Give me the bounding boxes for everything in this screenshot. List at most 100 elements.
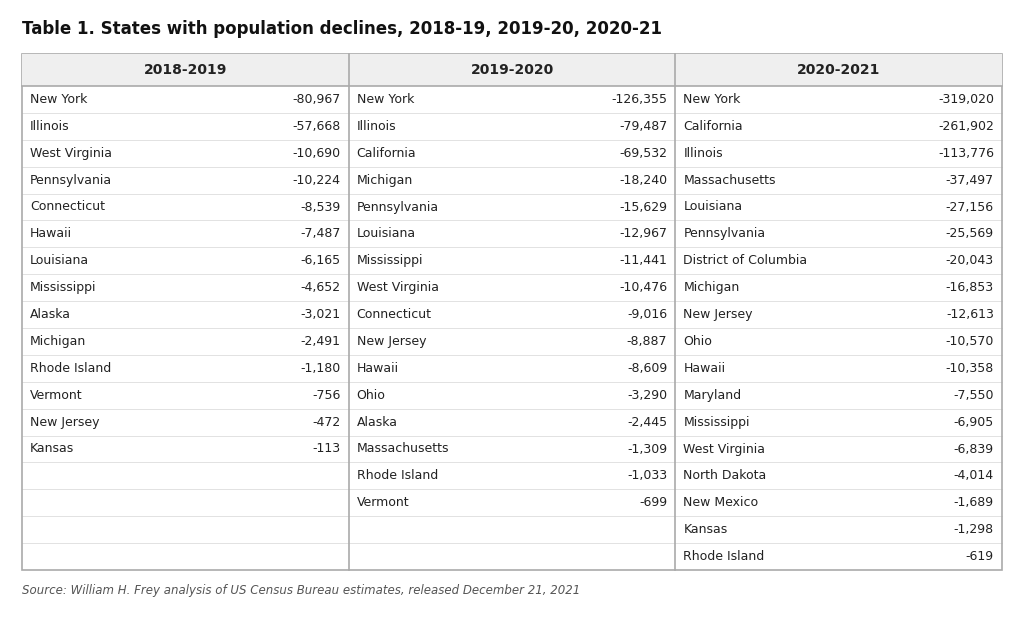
Text: -113: -113 (312, 442, 341, 455)
Text: -2,445: -2,445 (628, 415, 668, 429)
Text: New Jersey: New Jersey (683, 308, 753, 321)
Text: -7,550: -7,550 (953, 389, 994, 402)
Text: Rhode Island: Rhode Island (356, 470, 438, 483)
Text: Michigan: Michigan (683, 281, 739, 294)
Text: -27,156: -27,156 (946, 200, 994, 213)
Text: Pennsylvania: Pennsylvania (356, 200, 439, 213)
Text: -1,180: -1,180 (300, 362, 341, 375)
Text: -80,967: -80,967 (293, 93, 341, 106)
Text: Vermont: Vermont (30, 389, 83, 402)
Text: Ohio: Ohio (356, 389, 386, 402)
Text: Pennsylvania: Pennsylvania (683, 228, 766, 240)
Text: Alaska: Alaska (356, 415, 397, 429)
Text: -4,652: -4,652 (300, 281, 341, 294)
Text: Louisiana: Louisiana (30, 254, 89, 267)
Text: Maryland: Maryland (683, 389, 741, 402)
Text: -57,668: -57,668 (293, 120, 341, 133)
Text: District of Columbia: District of Columbia (683, 254, 808, 267)
Text: -10,224: -10,224 (293, 174, 341, 187)
Text: -472: -472 (312, 415, 341, 429)
Text: -8,887: -8,887 (627, 335, 668, 348)
Text: Rhode Island: Rhode Island (30, 362, 112, 375)
Text: -319,020: -319,020 (938, 93, 994, 106)
Text: Connecticut: Connecticut (356, 308, 432, 321)
Text: -37,497: -37,497 (946, 174, 994, 187)
Text: New Mexico: New Mexico (683, 496, 759, 509)
Text: -9,016: -9,016 (628, 308, 668, 321)
Text: Vermont: Vermont (356, 496, 410, 509)
Text: -10,570: -10,570 (945, 335, 994, 348)
Text: Louisiana: Louisiana (683, 200, 742, 213)
Text: Mississippi: Mississippi (356, 254, 423, 267)
Text: New York: New York (30, 93, 87, 106)
Text: West Virginia: West Virginia (30, 147, 112, 160)
Text: Illinois: Illinois (683, 147, 723, 160)
Bar (348, 54, 676, 86)
Text: 2018-2019: 2018-2019 (143, 63, 227, 77)
Text: -1,689: -1,689 (954, 496, 994, 509)
Text: New York: New York (356, 93, 414, 106)
Text: -69,532: -69,532 (620, 147, 668, 160)
Text: New Jersey: New Jersey (30, 415, 99, 429)
Text: Louisiana: Louisiana (356, 228, 416, 240)
Bar (22, 54, 348, 86)
Text: Table 1. States with population declines, 2018-19, 2019-20, 2020-21: Table 1. States with population declines… (22, 20, 662, 38)
Text: -12,613: -12,613 (946, 308, 994, 321)
Text: Connecticut: Connecticut (30, 200, 105, 213)
Text: -126,355: -126,355 (611, 93, 668, 106)
Text: -2,491: -2,491 (301, 335, 341, 348)
Text: -8,609: -8,609 (627, 362, 668, 375)
Text: Ohio: Ohio (683, 335, 713, 348)
Text: -619: -619 (966, 550, 994, 563)
Text: -15,629: -15,629 (620, 200, 668, 213)
Text: -25,569: -25,569 (946, 228, 994, 240)
Text: West Virginia: West Virginia (683, 442, 765, 455)
Text: -7,487: -7,487 (300, 228, 341, 240)
Text: -16,853: -16,853 (946, 281, 994, 294)
Text: -1,298: -1,298 (954, 523, 994, 536)
Text: -6,905: -6,905 (953, 415, 994, 429)
Text: Michigan: Michigan (356, 174, 413, 187)
Text: Pennsylvania: Pennsylvania (30, 174, 112, 187)
Text: Kansas: Kansas (30, 442, 75, 455)
Text: -1,033: -1,033 (628, 470, 668, 483)
Text: Mississippi: Mississippi (30, 281, 96, 294)
Text: -20,043: -20,043 (946, 254, 994, 267)
Text: -8,539: -8,539 (300, 200, 341, 213)
Text: California: California (683, 120, 743, 133)
Text: Rhode Island: Rhode Island (683, 550, 765, 563)
Text: -6,839: -6,839 (954, 442, 994, 455)
Text: West Virginia: West Virginia (356, 281, 438, 294)
Text: North Dakota: North Dakota (683, 470, 767, 483)
Text: Mississippi: Mississippi (683, 415, 750, 429)
Text: -699: -699 (639, 496, 668, 509)
Bar (22, 54, 1002, 570)
Text: -3,021: -3,021 (300, 308, 341, 321)
Text: -261,902: -261,902 (938, 120, 994, 133)
Text: Source: William H. Frey analysis of US Census Bureau estimates, released Decembe: Source: William H. Frey analysis of US C… (22, 584, 581, 597)
Text: -756: -756 (312, 389, 341, 402)
Text: Hawaii: Hawaii (683, 362, 725, 375)
Text: Illinois: Illinois (356, 120, 396, 133)
Text: -6,165: -6,165 (300, 254, 341, 267)
Text: -10,358: -10,358 (946, 362, 994, 375)
Text: New York: New York (683, 93, 740, 106)
Text: Massachusetts: Massachusetts (683, 174, 776, 187)
Text: Illinois: Illinois (30, 120, 70, 133)
Text: Massachusetts: Massachusetts (356, 442, 450, 455)
Text: 2019-2020: 2019-2020 (470, 63, 554, 77)
Text: Alaska: Alaska (30, 308, 71, 321)
Text: 2020-2021: 2020-2021 (797, 63, 881, 77)
Text: -10,476: -10,476 (620, 281, 668, 294)
Text: -3,290: -3,290 (628, 389, 668, 402)
Text: -113,776: -113,776 (938, 147, 994, 160)
Text: -79,487: -79,487 (620, 120, 668, 133)
Text: Michigan: Michigan (30, 335, 86, 348)
Text: -18,240: -18,240 (620, 174, 668, 187)
Text: Kansas: Kansas (683, 523, 728, 536)
Text: Hawaii: Hawaii (30, 228, 72, 240)
Text: -4,014: -4,014 (954, 470, 994, 483)
Text: -11,441: -11,441 (620, 254, 668, 267)
Text: New Jersey: New Jersey (356, 335, 426, 348)
Text: California: California (356, 147, 417, 160)
